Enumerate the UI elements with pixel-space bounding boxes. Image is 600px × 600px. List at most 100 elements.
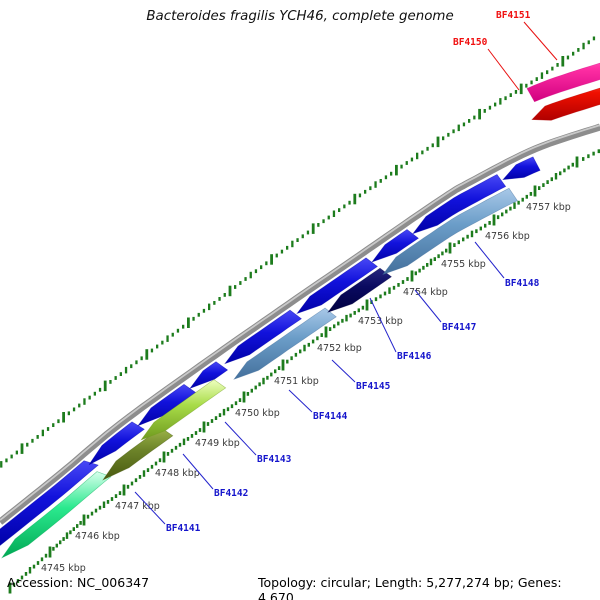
label-line — [331, 359, 356, 383]
outer-ruler-tick — [15, 450, 18, 455]
inner-ruler-tick — [186, 437, 190, 441]
inner-ruler-major-tick — [82, 514, 86, 526]
inner-ruler-tick — [40, 557, 44, 562]
outer-ruler-tick — [103, 380, 107, 392]
outer-ruler-tick — [93, 391, 96, 396]
outer-ruler-tick — [519, 83, 523, 95]
outer-ruler-tick — [395, 164, 398, 176]
inner-ruler-tick — [374, 297, 378, 302]
inner-ruler-tick — [59, 540, 62, 545]
outer-ruler-tick — [182, 324, 185, 329]
inner-ruler-tick — [286, 359, 289, 364]
kbp-label: 4753 kbp — [358, 316, 403, 327]
inner-ruler-tick — [582, 157, 585, 161]
inner-ruler-major-tick — [533, 185, 537, 197]
inner-ruler-tick — [303, 344, 306, 352]
inner-ruler-tick — [320, 333, 323, 337]
label-line — [414, 289, 442, 323]
inner-ruler-tick — [230, 404, 234, 409]
outer-ruler-tick — [478, 108, 481, 120]
outer-ruler-tick — [322, 219, 325, 224]
inner-ruler-tick — [567, 165, 570, 170]
outer-ruler-tick — [343, 204, 346, 209]
gene-label: BF4146 — [397, 351, 432, 362]
inner-ruler-tick — [484, 223, 487, 228]
outer-ruler-tick — [223, 293, 226, 297]
outer-ruler-tick — [135, 360, 138, 365]
inner-ruler-tick — [563, 168, 566, 173]
inner-ruler-tick — [262, 377, 265, 385]
inner-ruler-tick — [206, 422, 210, 426]
outer-ruler-tick — [483, 109, 486, 113]
label-line — [134, 491, 166, 525]
outer-ruler-tick — [504, 96, 507, 101]
outer-ruler-tick — [306, 230, 310, 235]
inner-ruler-tick — [475, 229, 478, 234]
inner-ruler-tick — [246, 392, 250, 396]
outer-ruler-tick — [291, 240, 294, 248]
outer-ruler-tick — [468, 119, 471, 123]
inner-ruler-tick — [426, 263, 429, 267]
inner-ruler-tick — [505, 209, 508, 214]
kbp-label: 4749 kbp — [195, 438, 240, 449]
inner-ruler-tick — [437, 254, 440, 259]
inner-ruler-tick — [142, 470, 146, 477]
inner-ruler-tick — [130, 481, 134, 486]
inner-ruler-tick — [16, 579, 20, 583]
inner-ruler-tick — [134, 478, 138, 483]
inner-ruler-tick — [379, 294, 382, 299]
inner-ruler-tick — [194, 431, 198, 435]
outer-ruler-tick — [473, 115, 476, 120]
inner-ruler-tick — [392, 285, 396, 290]
inner-ruler-major-tick — [281, 359, 285, 371]
outer-ruler-tick — [72, 407, 76, 412]
inner-ruler-tick — [401, 280, 405, 284]
outer-ruler-tick — [348, 200, 351, 205]
outer-ruler-tick — [62, 412, 65, 423]
outer-ruler-tick — [176, 328, 180, 333]
kbp-label: 4750 kbp — [235, 408, 280, 419]
inner-ruler-tick — [345, 314, 348, 322]
outer-ruler-tick — [171, 332, 174, 337]
inner-ruler-tick — [299, 349, 302, 354]
outer-ruler-tick — [109, 380, 112, 384]
inner-ruler-tick — [509, 206, 512, 211]
inner-ruler-tick — [441, 251, 444, 256]
outer-ruler-tick — [426, 146, 429, 151]
inner-ruler-tick — [170, 448, 174, 453]
kbp-label: 4752 kbp — [317, 343, 362, 354]
inner-ruler-tick — [470, 230, 474, 238]
outer-ruler-tick — [540, 72, 544, 79]
inner-ruler-tick — [571, 162, 574, 167]
inner-ruler-tick — [32, 564, 36, 569]
outer-ruler-tick — [192, 316, 195, 321]
inner-ruler-tick — [328, 327, 332, 331]
inner-ruler-tick — [361, 305, 365, 310]
inner-ruler-tick — [250, 388, 253, 393]
inner-ruler-tick — [154, 461, 158, 466]
kbp-label: 4755 kbp — [441, 259, 486, 270]
outer-ruler-tick — [311, 223, 315, 234]
inner-ruler-tick — [146, 468, 150, 472]
gene-label: BF4143 — [257, 454, 292, 465]
outer-ruler-tick — [31, 438, 34, 443]
outer-ruler — [0, 36, 596, 468]
outer-ruler-tick — [52, 423, 55, 427]
outer-ruler-tick — [20, 443, 24, 454]
label-line — [288, 389, 313, 413]
inner-ruler-tick — [178, 442, 182, 447]
outer-ruler-tick — [234, 285, 237, 289]
inner-ruler-major-tick — [575, 156, 579, 168]
inner-ruler-tick — [150, 464, 154, 469]
inner-ruler-tick — [538, 186, 541, 190]
kbp-label: 4757 kbp — [526, 202, 571, 213]
label-line — [474, 241, 505, 279]
outer-ruler-tick — [41, 429, 44, 437]
outer-ruler-tick — [286, 245, 289, 250]
inner-ruler-tick — [550, 177, 553, 182]
outer-ruler-tick — [145, 349, 149, 360]
inner-ruler-tick — [406, 277, 409, 281]
outer-ruler-tick — [384, 175, 388, 180]
inner-ruler-tick — [86, 514, 90, 519]
